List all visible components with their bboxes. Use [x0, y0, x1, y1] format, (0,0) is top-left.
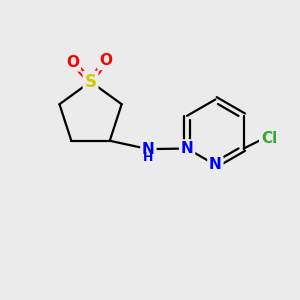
Text: S: S	[85, 73, 97, 91]
Text: N: N	[181, 141, 194, 156]
Text: N: N	[142, 142, 155, 157]
Text: O: O	[66, 55, 79, 70]
Text: Cl: Cl	[261, 130, 277, 146]
Text: O: O	[99, 53, 112, 68]
Text: H: H	[143, 151, 154, 164]
Text: N: N	[209, 158, 222, 172]
